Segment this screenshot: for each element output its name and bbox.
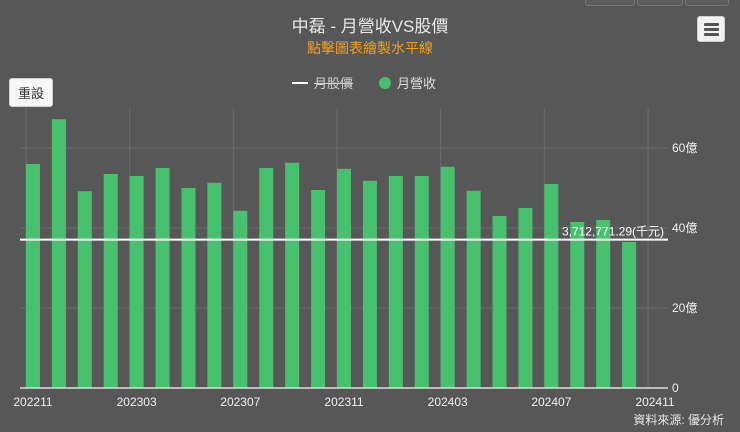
revenue-bar[interactable]	[362, 180, 377, 388]
revenue-bar[interactable]	[414, 176, 429, 388]
revenue-bar[interactable]	[337, 168, 351, 388]
legend-item-revenue[interactable]: 月營收	[379, 73, 436, 92]
horizontal-line-layer: 3,712,771.29(千元)	[20, 225, 668, 241]
revenue-bar[interactable]	[259, 168, 274, 388]
legend-line-icon	[292, 81, 308, 84]
legend-price-label: 月股價	[314, 76, 354, 91]
top-tab-middle	[637, 0, 683, 6]
top-tab-right	[685, 0, 729, 6]
x-tick-label: 202407	[531, 395, 571, 409]
bar-layer[interactable]	[25, 119, 637, 388]
hamburger-menu-icon[interactable]	[697, 16, 725, 42]
revenue-bar[interactable]	[51, 119, 66, 388]
top-tab-left	[585, 0, 635, 6]
y-tick-label: 0	[672, 381, 679, 395]
legend-item-price[interactable]: 月股價	[292, 73, 353, 92]
revenue-bar[interactable]	[129, 176, 144, 388]
chart-subtitle: 點擊圖表繪製水平線	[307, 40, 433, 56]
horizontal-line-label: 3,712,771.29(千元)	[562, 225, 664, 239]
revenue-bar[interactable]	[388, 176, 403, 388]
x-tick-label: 202403	[428, 395, 468, 409]
revenue-bar[interactable]	[622, 242, 637, 388]
revenue-bar[interactable]	[233, 210, 248, 388]
revenue-bar[interactable]	[570, 222, 585, 388]
revenue-bar[interactable]	[596, 220, 611, 388]
x-tick-label: 202307	[220, 395, 260, 409]
x-tick-label: 202211	[13, 395, 52, 409]
revenue-bar[interactable]	[181, 188, 196, 388]
revenue-bar[interactable]	[544, 184, 559, 388]
x-tick-label: 202311	[324, 395, 363, 409]
revenue-bar[interactable]	[311, 190, 326, 388]
revenue-bar[interactable]	[77, 191, 92, 388]
legend-dot-icon	[379, 76, 391, 89]
chart-title: 中磊 - 月營收VS股價	[291, 17, 449, 36]
revenue-bar[interactable]	[492, 216, 507, 388]
revenue-bar[interactable]	[518, 208, 533, 388]
revenue-bar[interactable]	[440, 166, 455, 388]
reset-button[interactable]: 重設	[9, 78, 53, 107]
y-tick-label: 40億	[672, 221, 697, 235]
x-tick-label: 202303	[117, 395, 157, 409]
revenue-bar[interactable]	[155, 168, 170, 388]
y-tick-label: 60億	[672, 141, 697, 155]
source-credit: 資料來源: 優分析	[633, 413, 724, 427]
revenue-bar[interactable]	[207, 182, 222, 388]
y-tick-label: 20億	[672, 301, 697, 315]
revenue-bar[interactable]	[103, 174, 118, 388]
revenue-bar[interactable]	[285, 162, 300, 388]
axis-layer: 202211 202303 202307 202311 202403 202407 2024…	[13, 141, 697, 409]
revenue-bar[interactable]	[25, 164, 40, 388]
revenue-bar[interactable]	[466, 190, 481, 388]
legend-revenue-label: 月營收	[397, 76, 437, 91]
x-tick-label: 202411	[635, 395, 674, 409]
